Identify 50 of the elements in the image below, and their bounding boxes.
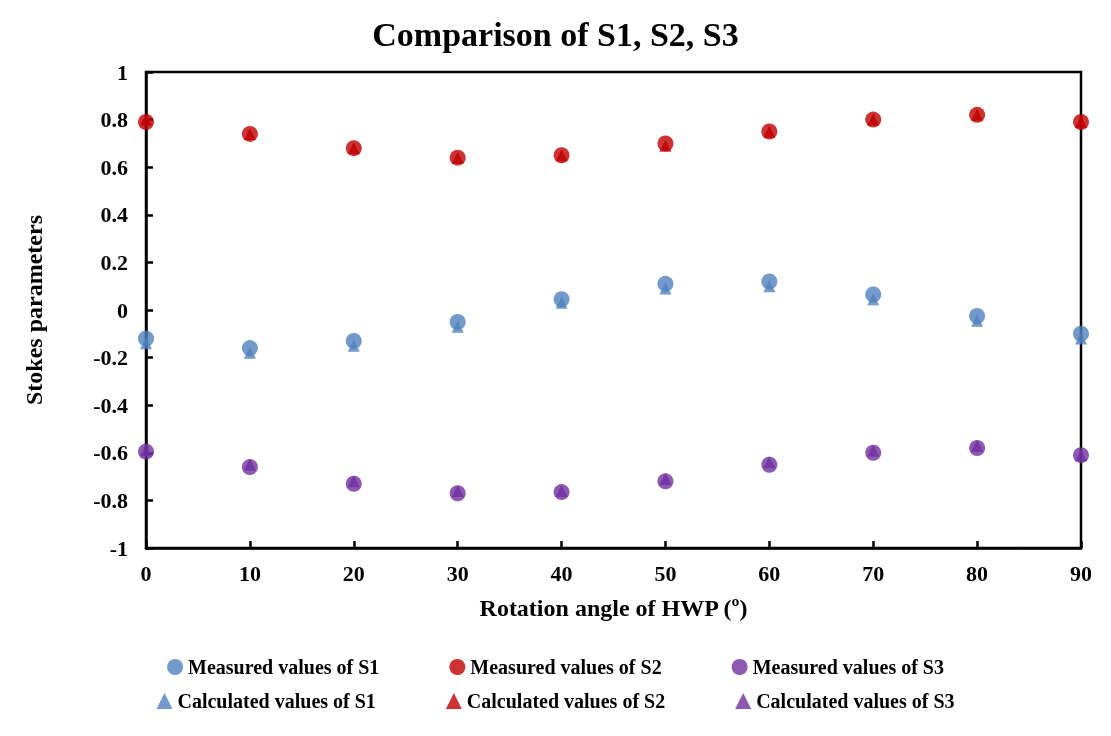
- legend-label: Calculated values of S3: [756, 690, 955, 712]
- point: [659, 472, 672, 485]
- point: [659, 139, 672, 152]
- y-tick-label: 0.4: [100, 202, 128, 228]
- point: [451, 320, 464, 333]
- x-tick-label: 50: [654, 560, 677, 586]
- x-tick-label: 40: [550, 560, 573, 586]
- point: [971, 439, 984, 452]
- y-tick-label: -0.6: [93, 440, 128, 466]
- point: [140, 113, 152, 126]
- legend-label: Calculated values of S2: [466, 690, 666, 712]
- point: [140, 337, 152, 350]
- y-tick-label: 0.6: [100, 154, 128, 180]
- x-tick-label: 20: [342, 560, 365, 586]
- point: [971, 314, 984, 327]
- point: [243, 458, 256, 471]
- point: [243, 346, 256, 359]
- y-tick-label: -1: [109, 535, 128, 561]
- x-tick-label: 80: [966, 560, 989, 586]
- point: [347, 339, 360, 352]
- x-tick-label: 60: [758, 560, 781, 586]
- point: [659, 282, 672, 295]
- point: [763, 456, 776, 469]
- point: [867, 293, 880, 306]
- y-tick-label: 0: [117, 297, 128, 323]
- legend-label: Measured values of S2: [470, 656, 662, 678]
- y-tick-label: 0.8: [100, 107, 128, 133]
- y-tick-label: 1: [117, 59, 128, 85]
- x-axis-title: Rotation angle of HWP (º): [479, 595, 748, 621]
- point: [555, 484, 568, 497]
- x-tick-label: 70: [862, 560, 885, 586]
- x-tick-label: 0: [140, 560, 152, 586]
- legend-label: Measured values of S3: [752, 656, 944, 678]
- x-tick-label: 30: [446, 560, 469, 586]
- point: [1075, 332, 1087, 345]
- point: [867, 444, 880, 457]
- x-tick-label: 90: [1070, 560, 1092, 586]
- y-tick-label: -0.4: [93, 392, 128, 418]
- y-tick-label: -0.8: [93, 487, 128, 513]
- y-tick-label: -0.2: [93, 345, 128, 371]
- point: [555, 296, 568, 309]
- legend-label: Calculated values of S1: [177, 690, 376, 712]
- x-tick-label: 10: [238, 560, 261, 586]
- y-tick-label: 0.2: [100, 249, 128, 275]
- legend-label: Measured values of S1: [188, 656, 380, 678]
- point: [763, 280, 776, 293]
- y-axis-title: Stokes parameters: [21, 215, 47, 405]
- chart-title: Comparison of S1, S2, S3: [372, 15, 739, 53]
- point: [451, 484, 464, 497]
- point: [347, 475, 360, 488]
